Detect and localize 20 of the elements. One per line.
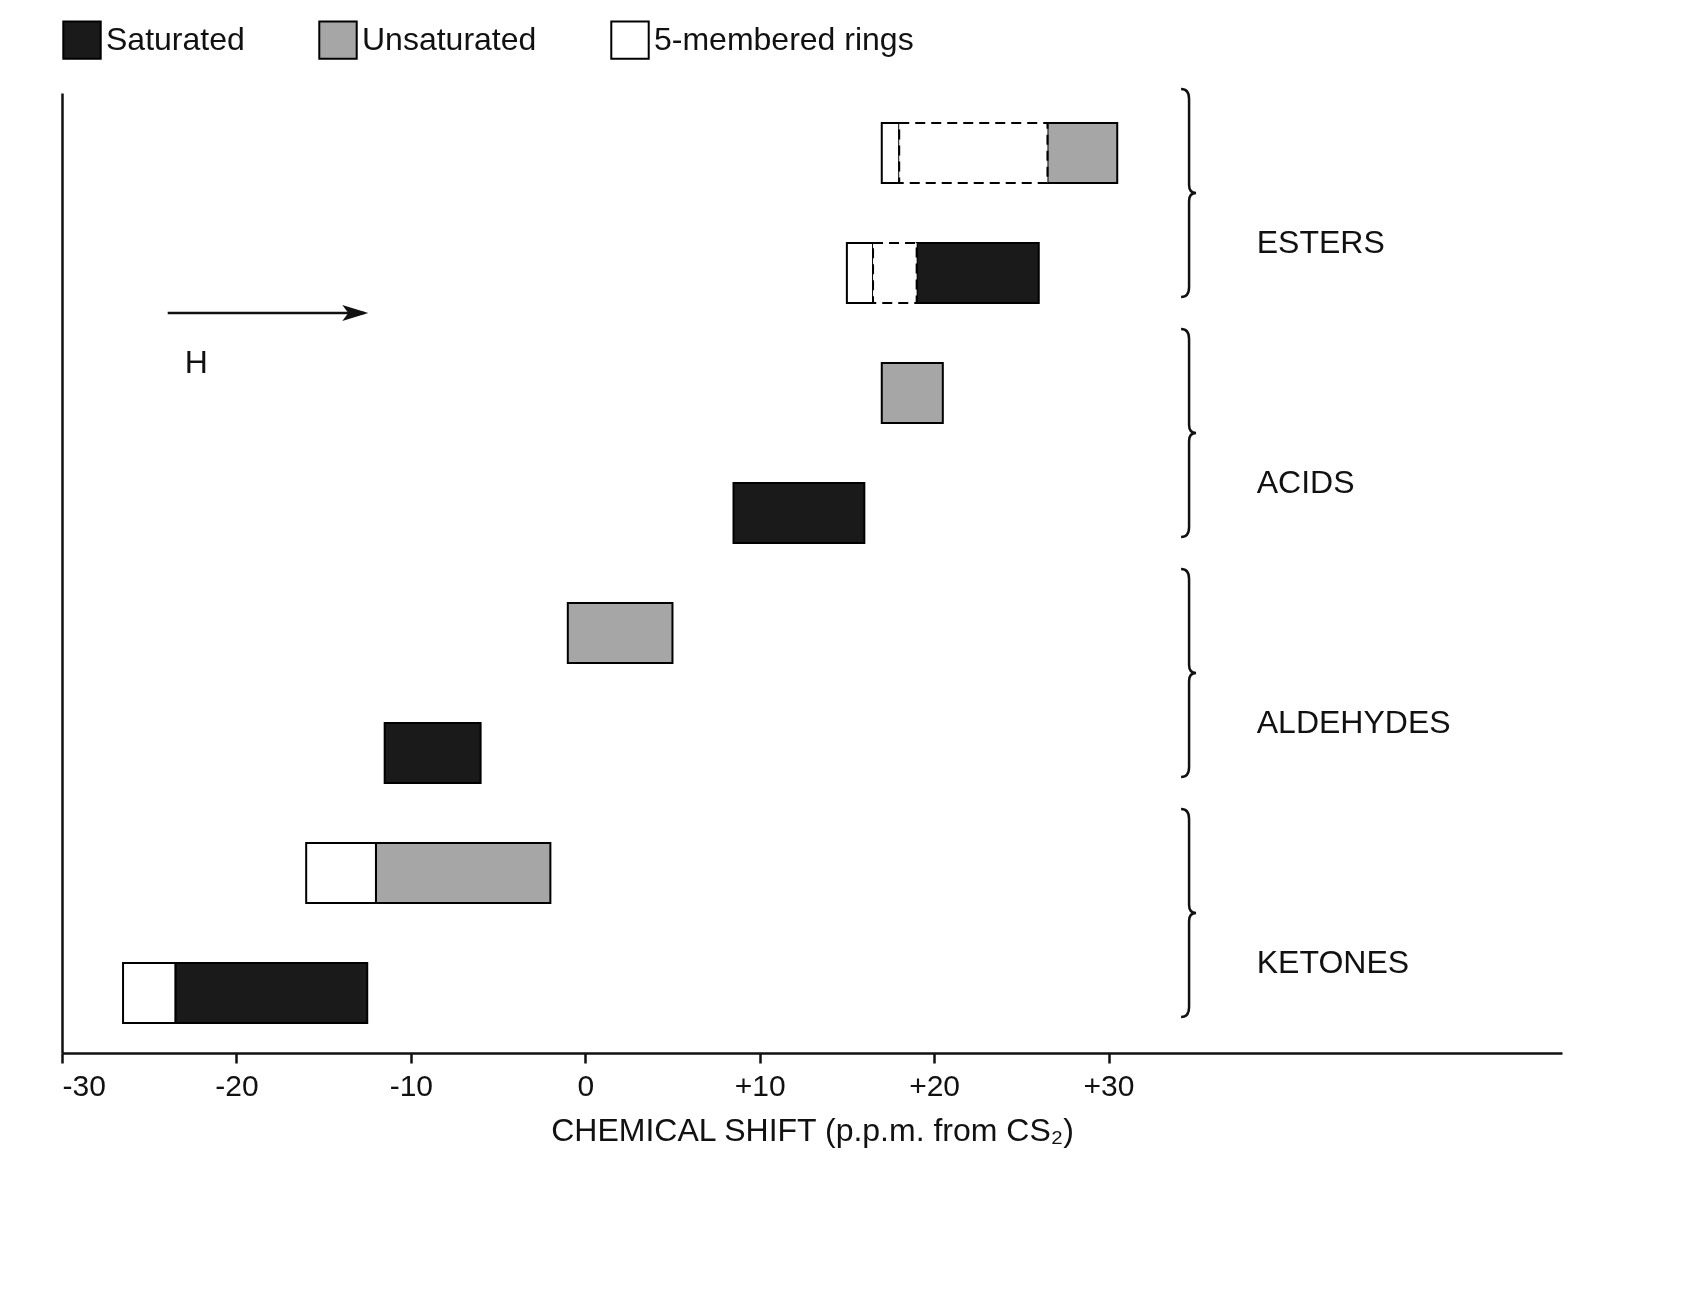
annotation: KETONES	[1256, 944, 1410, 980]
bar	[566, 602, 674, 664]
bar	[880, 362, 944, 424]
x-tick-label: -10	[389, 1068, 434, 1102]
x-tick-label: +20	[909, 1068, 961, 1102]
legend-label: 5-membered rings	[654, 21, 914, 58]
x-tick-label: +10	[734, 1068, 786, 1102]
x-axis-title: CHEMICAL SHIFT (p.p.m. from CS₂)	[551, 1111, 1074, 1148]
legend-label: Unsaturated	[362, 21, 537, 58]
legend-label: Saturated	[106, 21, 245, 58]
annotation: ALDEHYDES	[1256, 704, 1451, 740]
annotation: ESTERS	[1256, 224, 1385, 260]
annotation: H	[184, 344, 208, 380]
x-tick-label: 0	[577, 1068, 595, 1102]
bar	[383, 722, 482, 784]
bar	[732, 482, 866, 544]
x-tick-label: -20	[215, 1068, 259, 1102]
annotation: ACIDS	[1256, 464, 1355, 500]
x-tick-label: +30	[1083, 1068, 1135, 1102]
x-tick-label: -30	[62, 1068, 106, 1102]
